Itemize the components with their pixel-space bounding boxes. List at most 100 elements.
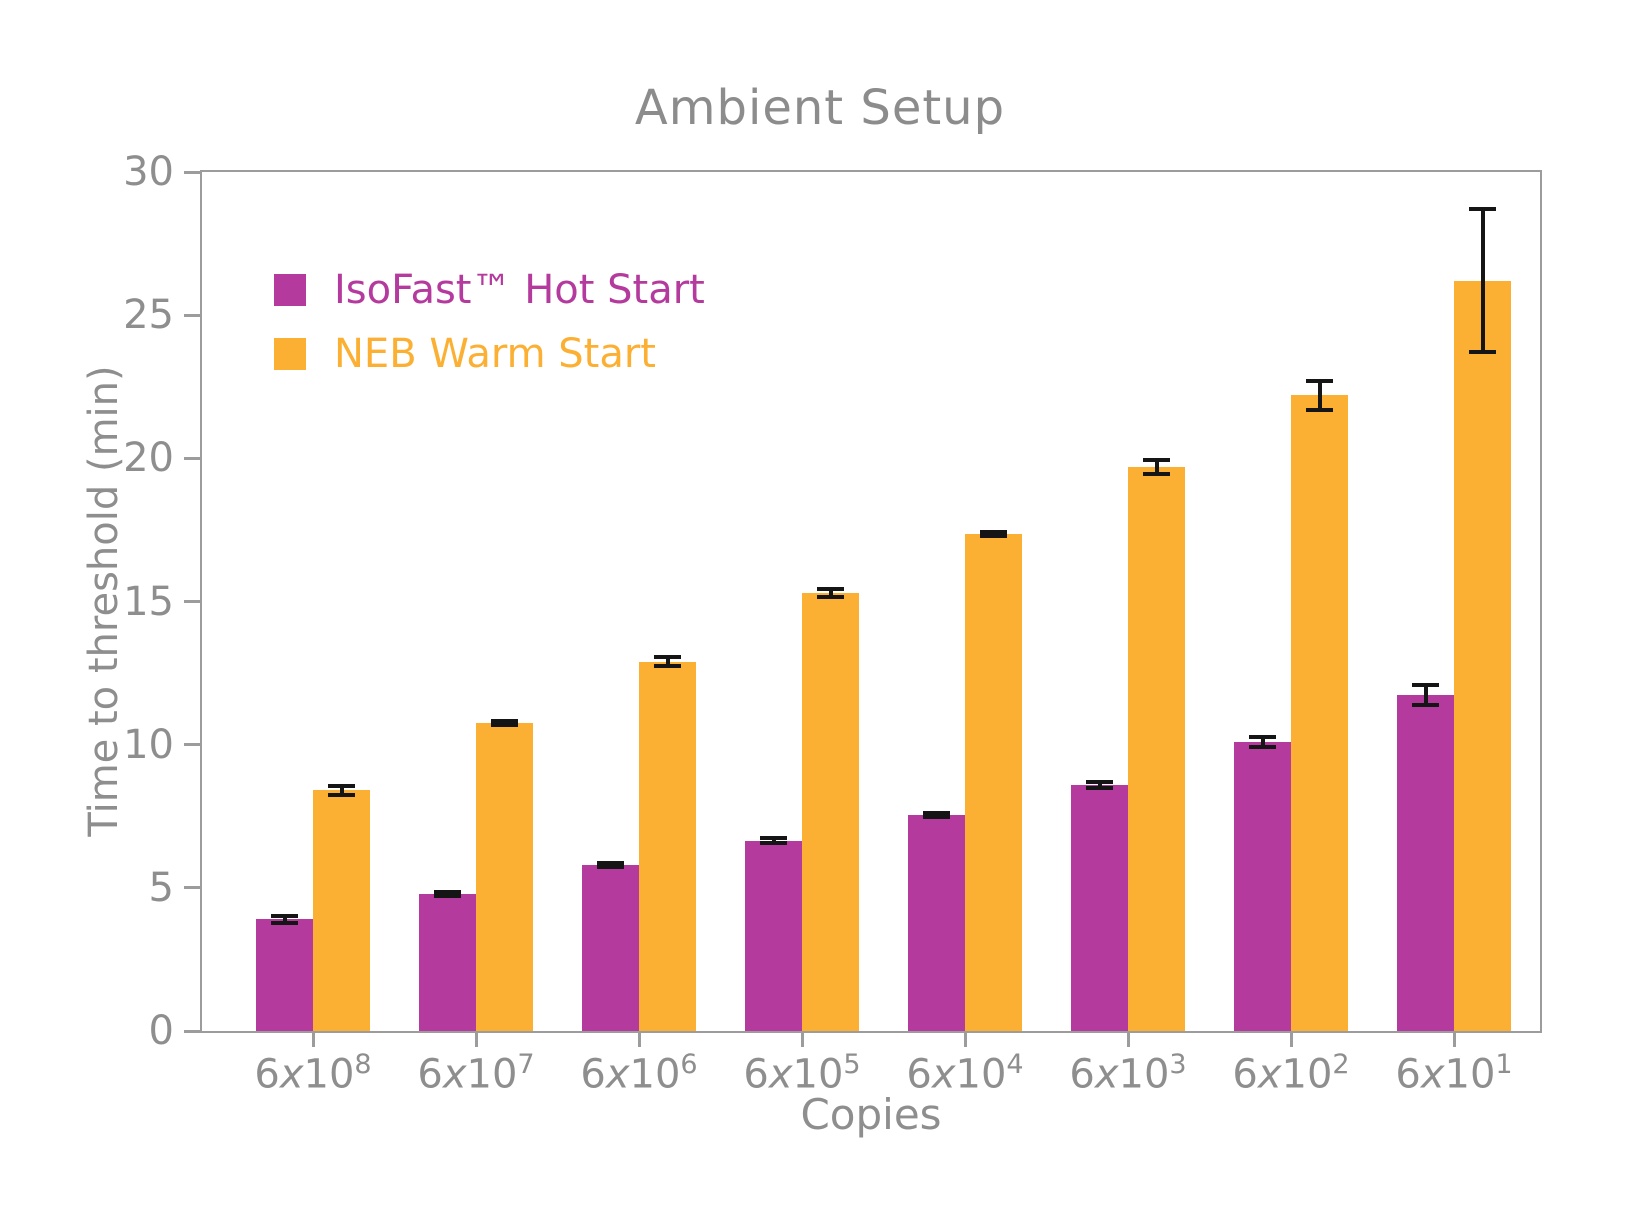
y-tick-label: 20: [123, 435, 174, 482]
x-tick-mark: [474, 1033, 478, 1047]
legend-label-neb: NEB Warm Start: [334, 331, 656, 377]
error-bar-cap-top: [491, 719, 518, 724]
error-bar-cap-bottom: [923, 815, 950, 820]
y-tick-label: 5: [148, 864, 174, 911]
x-tick-label: 6x103: [1069, 1049, 1187, 1098]
x-tick-mark: [963, 1033, 967, 1047]
x-tick-label: 6x105: [743, 1049, 861, 1098]
error-bar-cap-top: [760, 836, 787, 841]
x-tick-mark: [1126, 1033, 1130, 1047]
error-bar-cap-top: [434, 889, 461, 894]
x-tick-label: 6x107: [417, 1049, 535, 1098]
bar-neb-g7: [1291, 395, 1348, 1031]
bar-isofast-g8: [1397, 694, 1454, 1031]
error-bar-cap-bottom: [1143, 472, 1170, 477]
error-bar-line: [1317, 381, 1322, 410]
error-bar-cap-bottom: [654, 663, 681, 668]
legend-item-isofast: IsoFast™ Hot Start: [274, 258, 705, 322]
bar-isofast-g3: [582, 864, 639, 1031]
bar-isofast-g6: [1071, 784, 1128, 1031]
error-bar-cap-top: [1469, 207, 1496, 212]
y-tick-mark: [184, 886, 200, 890]
bar-neb-g4: [802, 592, 859, 1031]
x-tick-mark: [311, 1033, 315, 1047]
plot-area: IsoFast™ Hot Start NEB Warm Start 0 5 10 15…: [123, 149, 1542, 1097]
error-bar-cap-top: [923, 810, 950, 815]
error-bar-cap-top: [1086, 779, 1113, 784]
bar-isofast-g2: [419, 893, 476, 1031]
bar-neb-g5: [965, 534, 1022, 1031]
legend: IsoFast™ Hot Start NEB Warm Start: [274, 258, 705, 386]
legend-label-isofast: IsoFast™ Hot Start: [334, 267, 705, 313]
x-tick-label: 6x102: [1232, 1049, 1350, 1098]
x-tick-mark: [637, 1033, 641, 1047]
y-tick-mark: [184, 1029, 200, 1033]
chart-title: Ambient Setup: [634, 80, 1006, 136]
error-bar-line: [282, 915, 287, 923]
y-tick-mark: [184, 170, 200, 174]
error-bar-line: [1423, 684, 1428, 705]
error-bar-cap-top: [1306, 379, 1333, 384]
error-bar-cap-bottom: [597, 865, 624, 870]
bar-isofast-g4: [745, 840, 802, 1031]
y-axis-label: Time to threshold (min): [81, 365, 127, 837]
error-bar-line: [1097, 781, 1102, 788]
x-tick-label: 6x104: [906, 1049, 1024, 1098]
x-tick-label: 6x101: [1395, 1049, 1513, 1098]
error-bar-cap-top: [271, 913, 298, 918]
error-bar-cap-bottom: [760, 840, 787, 845]
bar-neb-g3: [639, 661, 696, 1031]
bar-neb-g6: [1128, 466, 1185, 1031]
x-axis-label: Copies: [800, 1090, 942, 1139]
error-bar-cap-top: [1249, 734, 1276, 739]
y-tick-mark: [184, 456, 200, 460]
bar-neb-g1: [313, 790, 370, 1031]
y-tick-label: 15: [123, 578, 174, 625]
bar-neb-g8: [1454, 280, 1511, 1031]
error-bar-cap-bottom: [1306, 407, 1333, 412]
error-bar-cap-bottom: [1249, 744, 1276, 749]
error-bar-cap-bottom: [434, 893, 461, 898]
bar-isofast-g7: [1234, 741, 1291, 1031]
legend-swatch-isofast-icon: [274, 274, 306, 306]
error-bar-cap-top: [654, 655, 681, 660]
error-bar-cap-bottom: [491, 722, 518, 727]
y-tick-label: 10: [123, 721, 174, 768]
x-tick-mark: [1289, 1033, 1293, 1047]
y-tick-mark: [184, 600, 200, 603]
legend-swatch-neb-icon: [274, 338, 306, 370]
error-bar-line: [608, 862, 613, 868]
error-bar-line: [1260, 736, 1265, 747]
error-bar-cap-top: [817, 586, 844, 591]
error-bar-cap-bottom: [1412, 702, 1439, 707]
y-tick-mark: [184, 313, 200, 317]
y-tick-label: 25: [123, 292, 174, 339]
x-tick-label: 6x106: [580, 1049, 698, 1098]
error-bar-line: [1480, 209, 1485, 353]
bar-neb-g2: [476, 723, 533, 1031]
error-bar-cap-top: [597, 860, 624, 865]
x-tick-mark: [800, 1033, 804, 1047]
x-tick-label: 6x108: [254, 1049, 372, 1098]
error-bar-cap-bottom: [817, 595, 844, 600]
error-bar-cap-bottom: [1469, 350, 1496, 355]
error-bar-cap-bottom: [980, 533, 1007, 538]
error-bar-line: [934, 812, 939, 818]
error-bar-line: [771, 838, 776, 843]
error-bar-cap-top: [980, 530, 1007, 535]
x-tick-mark: [1452, 1033, 1456, 1047]
y-tick-mark: [184, 743, 200, 747]
error-bar-cap-top: [1412, 682, 1439, 687]
y-tick-label: 30: [123, 149, 174, 195]
error-bar-line: [1154, 459, 1159, 475]
bar-isofast-g1: [256, 919, 313, 1031]
error-bar-cap-bottom: [271, 920, 298, 925]
bar-isofast-g5: [908, 814, 965, 1031]
error-bar-cap-bottom: [1086, 785, 1113, 790]
error-bar-line: [665, 657, 670, 666]
error-bar-cap-top: [328, 784, 355, 789]
error-bar-line: [445, 891, 450, 896]
legend-item-neb: NEB Warm Start: [274, 322, 705, 386]
error-bar-cap-bottom: [328, 792, 355, 797]
